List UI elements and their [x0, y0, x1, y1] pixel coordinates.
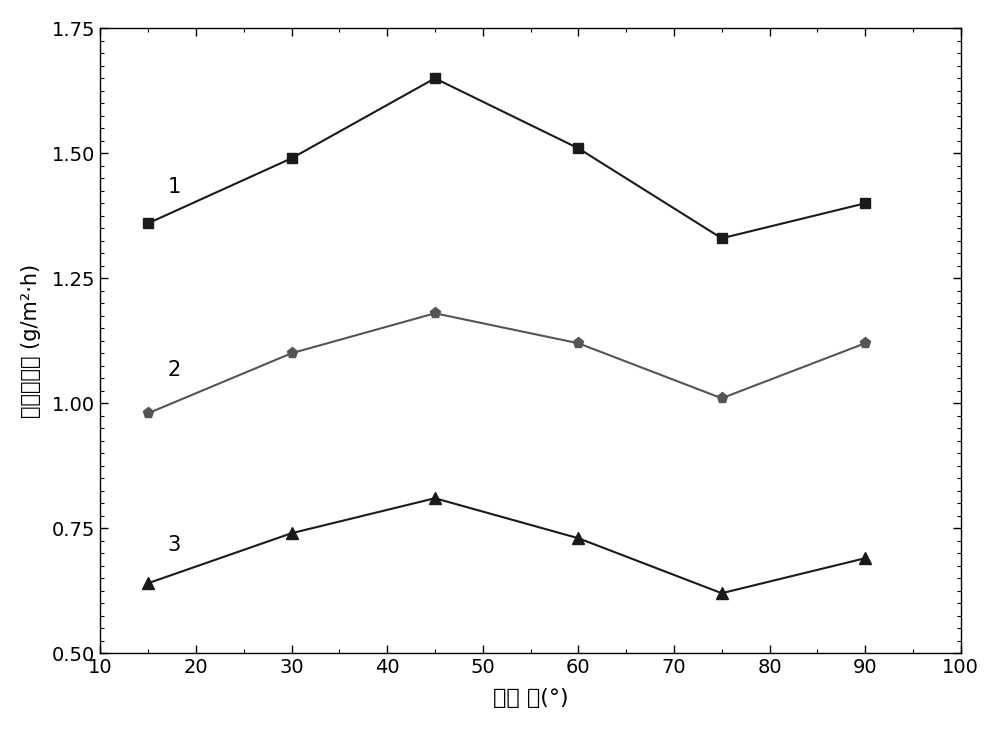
Text: 3: 3 — [167, 534, 180, 555]
Y-axis label: 冲蚀磨损率 (g/m²·h): 冲蚀磨损率 (g/m²·h) — [21, 264, 41, 418]
Text: 1: 1 — [167, 177, 180, 198]
X-axis label: 冲击 角(°): 冲击 角(°) — [493, 688, 568, 708]
Text: 2: 2 — [167, 359, 180, 380]
